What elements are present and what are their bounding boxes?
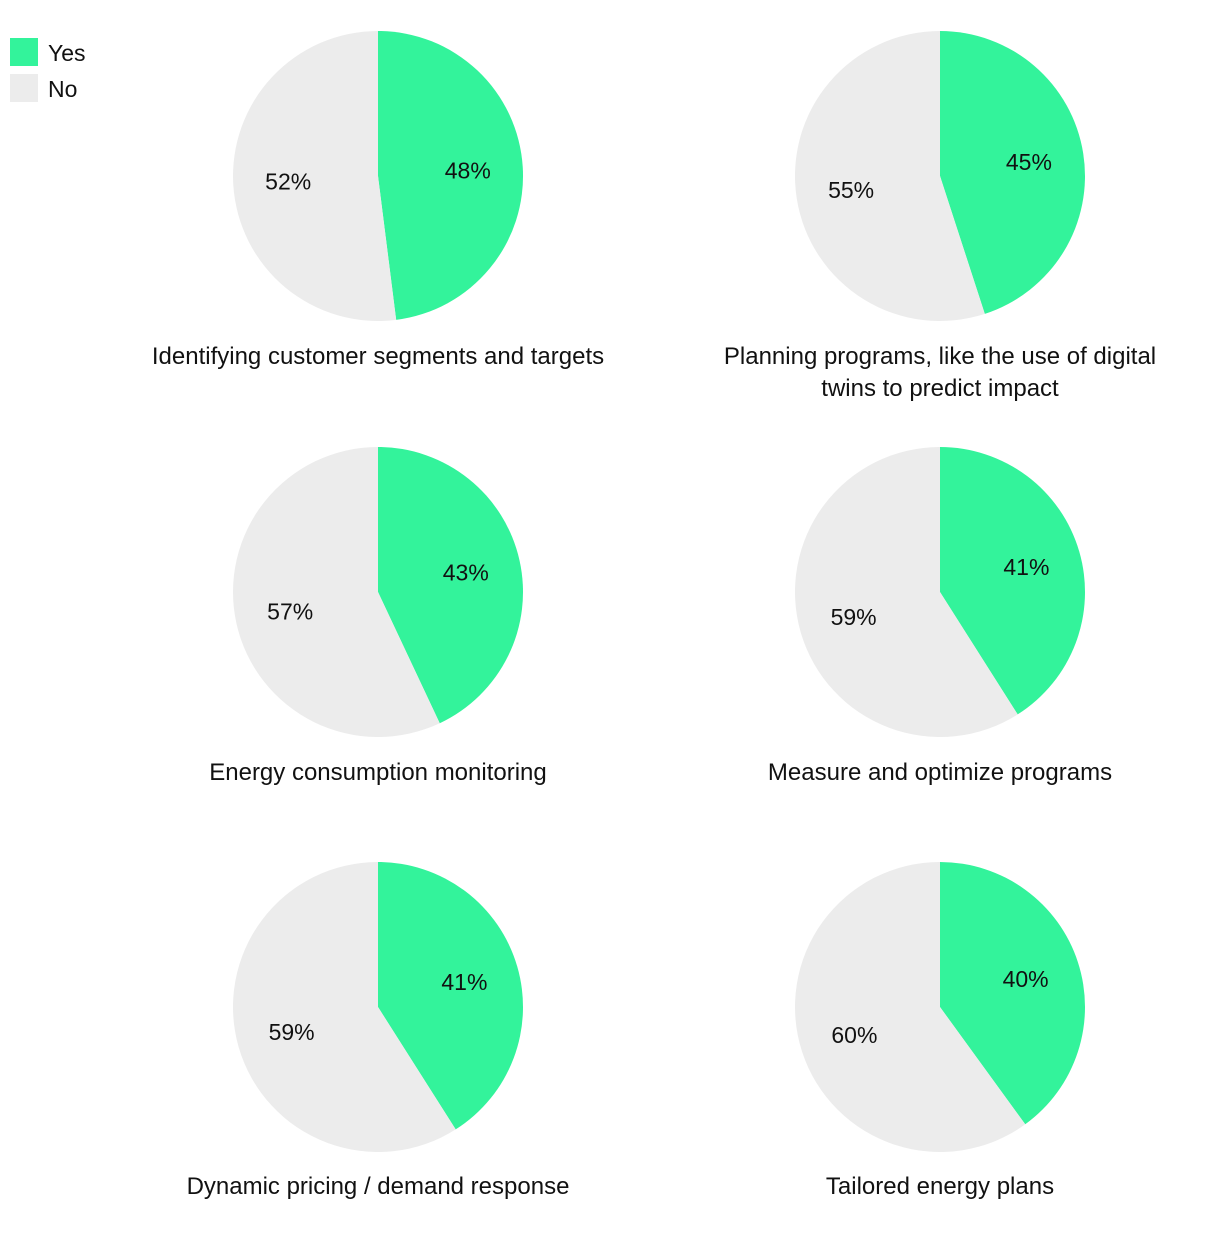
legend-label-yes: Yes: [48, 40, 86, 66]
pie-5-label-no: 59%: [269, 1019, 315, 1045]
pie-2-slice-yes: [940, 31, 1085, 314]
pie-6-slice-yes: [940, 862, 1086, 1125]
pie-2-label-yes: 45%: [1006, 149, 1052, 175]
pie-6-slice-no: [795, 862, 1026, 1152]
pie-6-title-line-1: Tailored energy plans: [826, 1173, 1054, 1200]
pie-4: 41% 59% Measure and optimize programs: [768, 446, 1112, 786]
pie-2: 45% 55% Planning programs, like the use of…: [724, 31, 1156, 402]
legend-label-no: No: [48, 76, 77, 102]
pie-3-label-yes: 43%: [443, 559, 489, 585]
pie-5-title-line-1: Dynamic pricing / demand response: [187, 1173, 570, 1200]
pie-3-slice-yes: [378, 447, 524, 724]
pie-4-title-line-1: Measure and optimize programs: [768, 759, 1112, 786]
pie-3-label-no: 57%: [267, 599, 313, 625]
pie-1-label-no: 52%: [265, 169, 311, 195]
pie-3-title-line-1: Energy consumption monitoring: [209, 759, 547, 786]
legend-swatch-no: [10, 74, 38, 102]
pie-5-slice-no: [232, 862, 456, 1152]
pie-2-title-line-2: twins to predict impact: [821, 375, 1059, 402]
pie-1-title-line-1: Identifying customer segments and target…: [152, 343, 604, 370]
pie-5-label-yes: 41%: [441, 969, 487, 995]
pie-1-label-yes: 48%: [445, 157, 491, 183]
pie-3: 43% 57% Energy consumption monitoring: [209, 446, 547, 786]
pie-5: 41% 59% Dynamic pricing / demand response: [187, 862, 570, 1200]
pie-2-label-no: 55%: [828, 177, 874, 203]
pie-1-slice-no: [233, 31, 397, 321]
pie-4-slice-no: [794, 446, 1018, 737]
pie-5-slice-yes: [378, 862, 523, 1130]
pie-3-slice-no: [233, 446, 440, 737]
pie-1-slice-yes: [378, 30, 524, 320]
pie-4-label-no: 59%: [831, 604, 877, 630]
pie-4-slice-yes: [940, 447, 1085, 715]
pie-6-label-no: 60%: [831, 1022, 877, 1048]
pie-1: 48% 52% Identifying customer segments and …: [152, 30, 604, 370]
pie-charts: 48% 52% Identifying customer segments and …: [152, 30, 1156, 1200]
pie-2-slice-no: [794, 31, 985, 321]
pie-6: 40% 60% Tailored energy plans: [795, 862, 1086, 1200]
pie-4-label-yes: 41%: [1003, 554, 1049, 580]
pie-6-label-yes: 40%: [1003, 966, 1049, 992]
legend-swatch-yes: [10, 38, 38, 66]
pie-2-title-line-1: Planning programs, like the use of digit…: [724, 343, 1156, 370]
legend: Yes No: [10, 38, 86, 102]
